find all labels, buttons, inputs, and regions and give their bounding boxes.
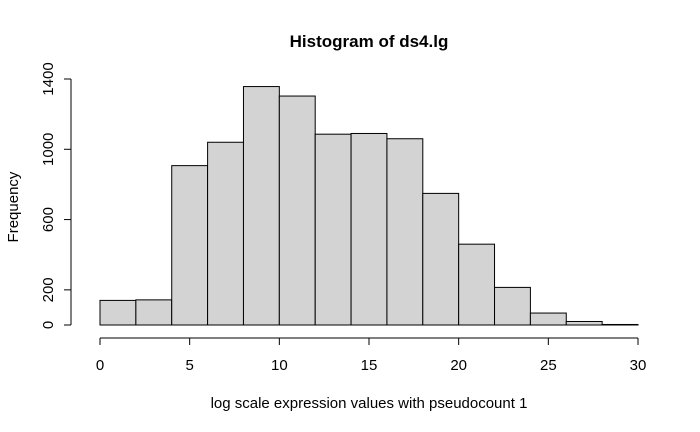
- histogram-bar-6: [314, 133, 352, 326]
- histogram-bar-3: [207, 141, 244, 326]
- histogram-bar-7: [350, 132, 388, 326]
- x-tick-label-4: 20: [450, 357, 467, 374]
- histogram-bar-9: [422, 192, 460, 326]
- histogram-bar-13: [565, 320, 603, 326]
- x-axis: 0 5 10 15 20 25 30: [96, 337, 647, 374]
- histogram-bar-11: [494, 286, 531, 326]
- y-axis: 0 200 600 1000 1400: [40, 62, 72, 329]
- histogram-bar-0: [99, 299, 137, 326]
- x-tick-label-3: 15: [361, 357, 378, 374]
- histogram-bar-5: [278, 95, 316, 326]
- x-tick-label-5: 25: [540, 357, 557, 374]
- x-axis-label: log scale expression values with pseudoc…: [211, 395, 528, 412]
- bars-group: [99, 86, 639, 326]
- x-tick-label-6: 30: [630, 357, 647, 374]
- y-tick-label-0: 0: [40, 321, 57, 329]
- x-tick-label-0: 0: [96, 357, 104, 374]
- y-tick-label-3: 1000: [40, 133, 57, 166]
- histogram-bar-14: [601, 323, 639, 326]
- chart-title: Histogram of ds4.lg: [290, 32, 449, 51]
- y-tick-label-2: 600: [40, 207, 57, 232]
- y-tick-label-1: 200: [40, 277, 57, 302]
- histogram-bar-12: [529, 312, 567, 326]
- histogram-bar-1: [135, 299, 173, 326]
- x-tick-label-1: 5: [185, 357, 193, 374]
- histogram-bar-4: [242, 86, 280, 326]
- histogram-bar-2: [171, 165, 209, 326]
- y-tick-label-4: 1400: [40, 62, 57, 95]
- histogram-bar-10: [458, 243, 496, 326]
- y-axis-label: Frequency: [5, 171, 22, 242]
- histogram-bar-8: [386, 138, 424, 326]
- x-tick-label-2: 10: [271, 357, 288, 374]
